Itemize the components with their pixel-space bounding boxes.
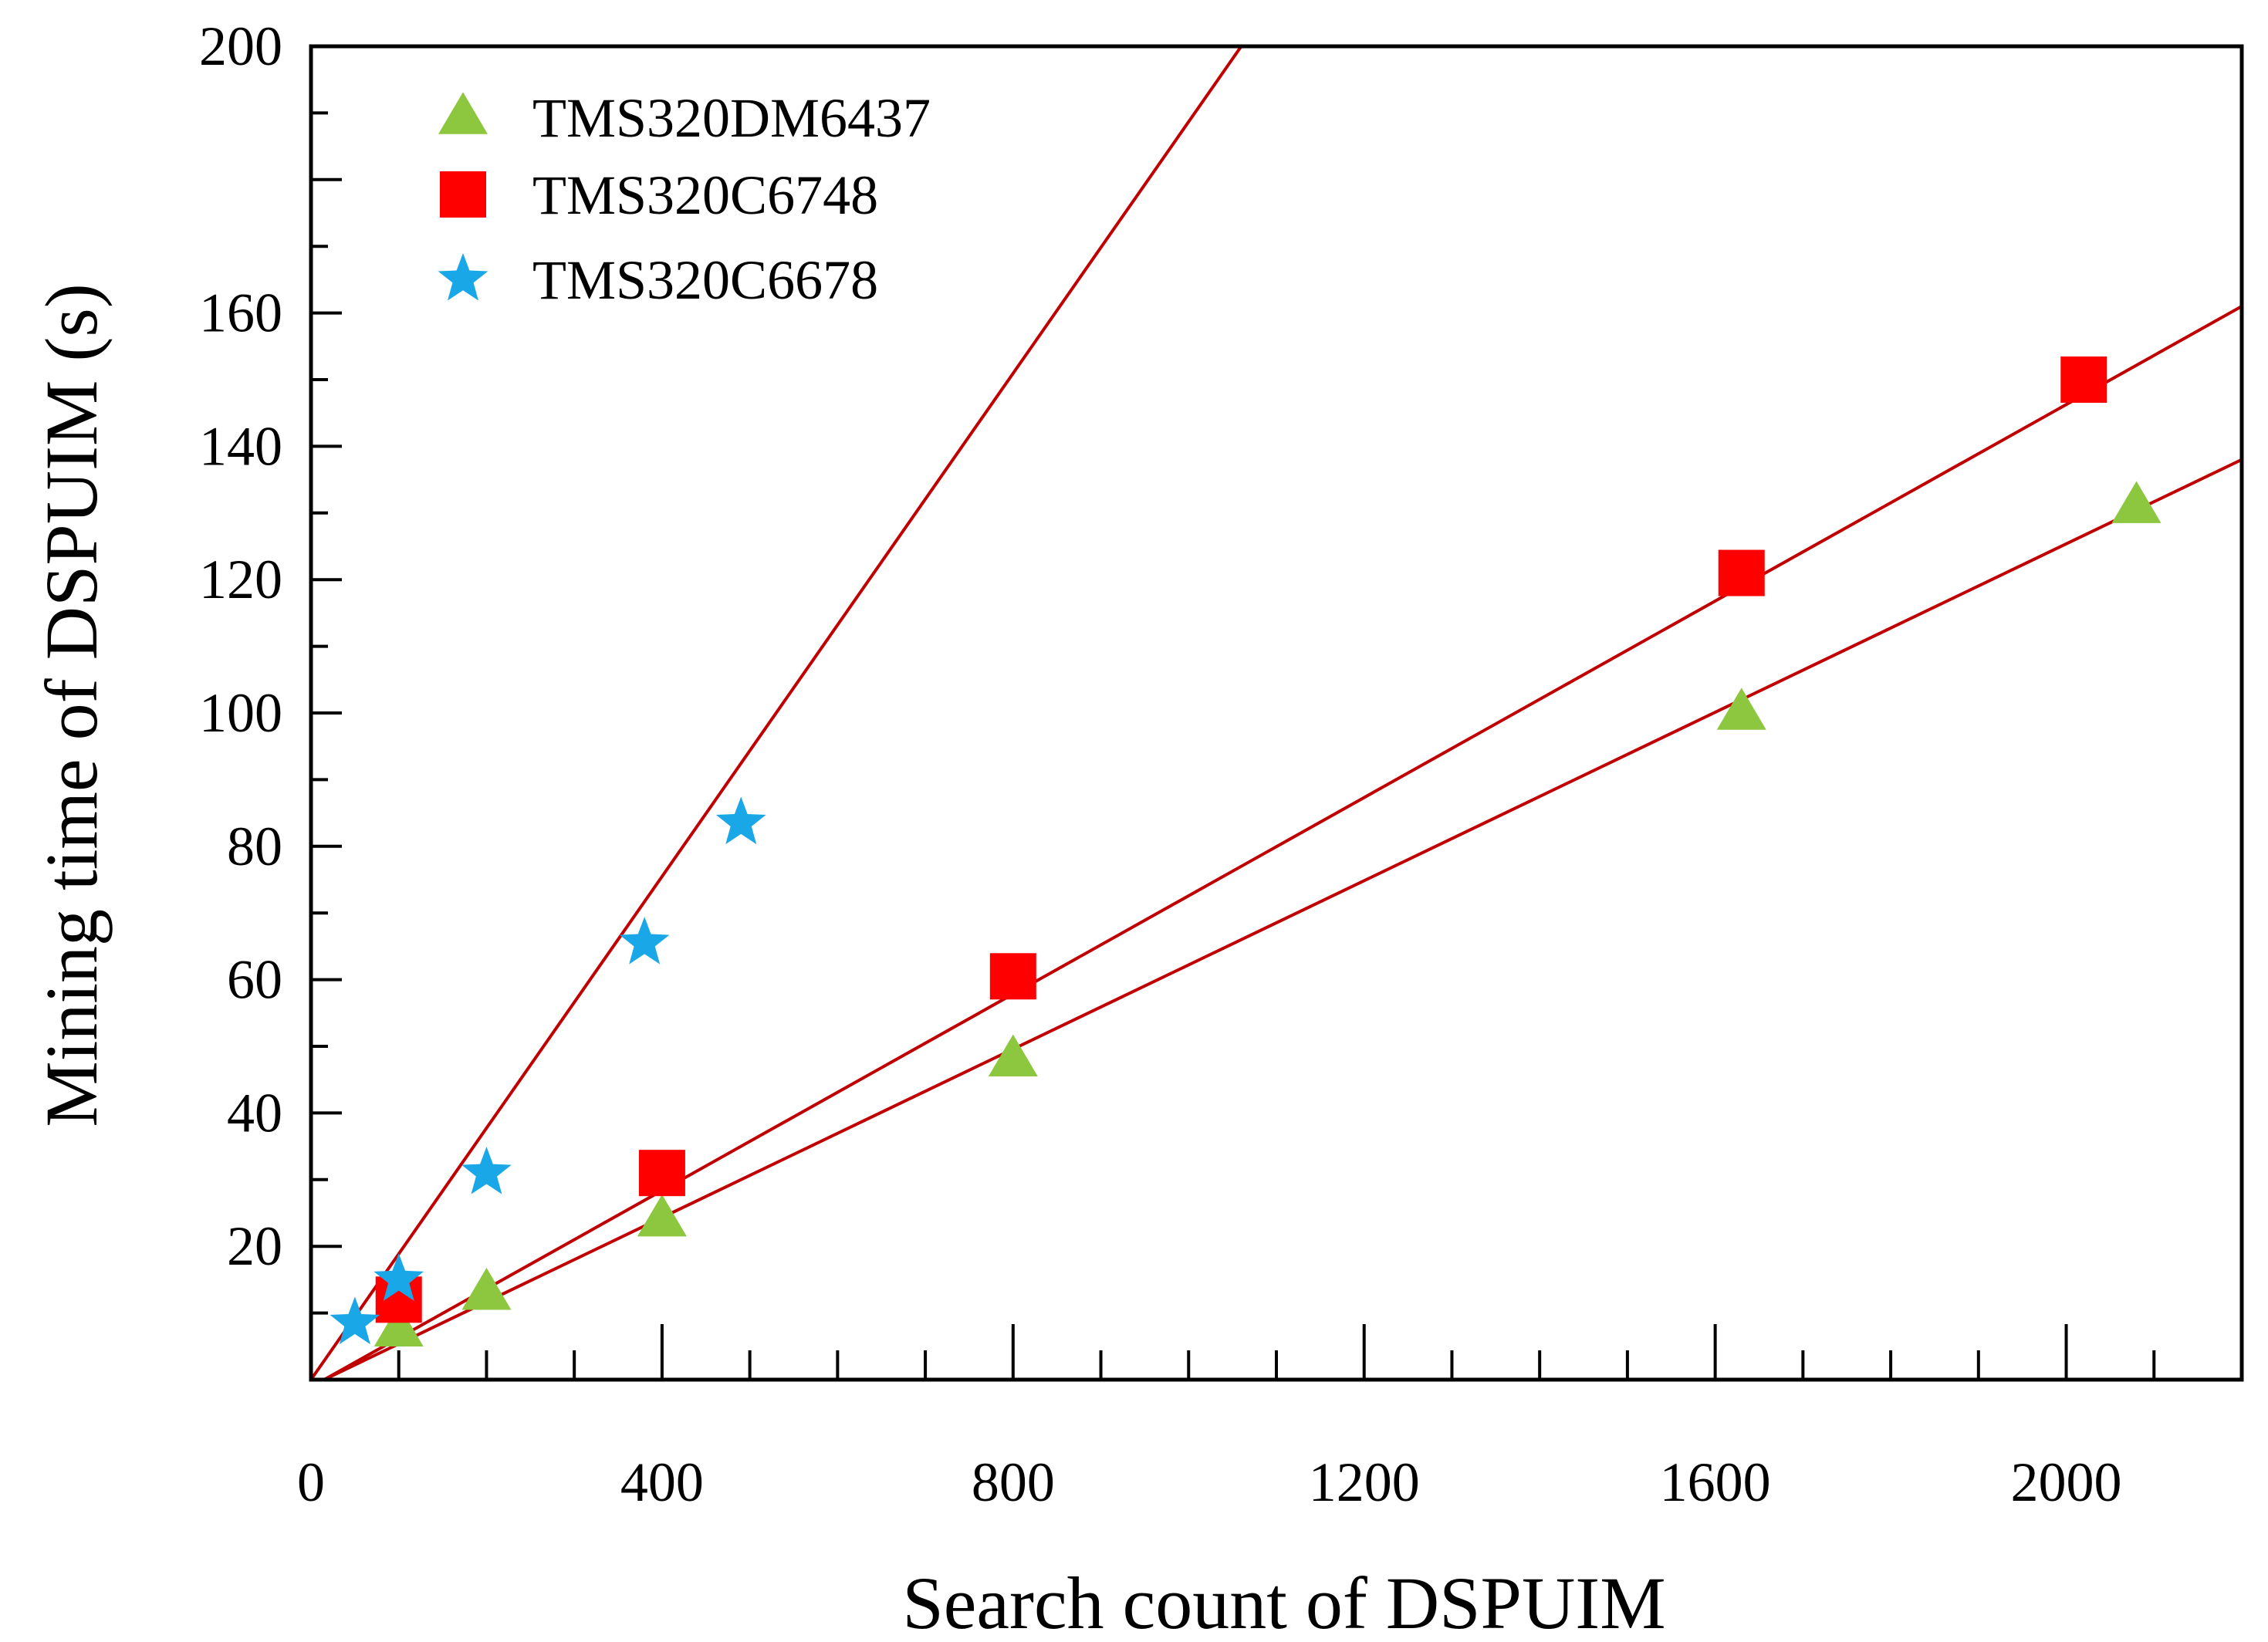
marker-triangle-5	[2111, 481, 2162, 523]
y-tick-label: 80	[227, 816, 282, 877]
marker-star-0	[330, 1296, 380, 1345]
marker-triangle-3	[988, 1034, 1038, 1077]
marker-triangle-2	[637, 1194, 687, 1237]
legend-label-0: TMS320DM6437	[532, 87, 931, 149]
y-tick-label: 100	[199, 682, 282, 744]
x-tick-label: 2000	[2011, 1451, 2122, 1513]
x-tick-label: 800	[972, 1451, 1055, 1513]
marker-star-4	[715, 796, 766, 845]
fit-line-2	[311, 46, 1243, 1380]
fit-lines	[311, 46, 2242, 1380]
marker-star-3	[619, 917, 670, 965]
x-tick-label: 1200	[1309, 1451, 1420, 1513]
marker-star-2	[461, 1147, 512, 1194]
axes: 0 400 800 1200 1600 2000 20 40 60 80 100 120 140 160 2…	[199, 15, 2244, 1513]
y-tick-label: 140	[199, 415, 282, 477]
legend-marker-1	[440, 171, 486, 218]
fit-line-1	[323, 305, 2242, 1380]
legend-label-1: TMS320C6748	[532, 164, 878, 226]
legend-marker-0	[438, 92, 488, 134]
y-tick-label: 200	[199, 15, 282, 77]
y-tick-label: 160	[199, 282, 282, 344]
data-markers	[330, 356, 2162, 1346]
plot-frame	[309, 44, 2244, 1382]
legend-marker-2	[438, 253, 488, 301]
marker-triangle-1	[461, 1268, 512, 1310]
marker-triangle-0	[373, 1304, 424, 1346]
y-tick-label: 40	[227, 1082, 282, 1144]
x-tick-label: 1600	[1660, 1451, 1771, 1513]
legend: TMS320DM6437 TMS320C6748 TMS320C6678	[438, 87, 931, 311]
y-axis-title: Mining time of DSPUIM (s)	[30, 283, 113, 1127]
marker-square-2	[989, 953, 1036, 1000]
marker-square-3	[1718, 549, 1765, 596]
marker-triangle-4	[1716, 688, 1766, 730]
legend-label-2: TMS320C6678	[532, 249, 878, 311]
marker-square-4	[2060, 356, 2107, 403]
y-tick-label: 60	[227, 949, 282, 1011]
marker-square-1	[638, 1150, 685, 1197]
x-tick-label: 400	[620, 1451, 704, 1513]
x-axis-title: Search count of DSPUIM	[902, 1562, 1665, 1642]
fit-line-0	[323, 458, 2242, 1380]
y-tick-label: 20	[227, 1215, 282, 1277]
y-tick-label: 120	[199, 549, 282, 610]
x-tick-label: 0	[297, 1451, 325, 1513]
marker-star-1	[373, 1253, 424, 1301]
